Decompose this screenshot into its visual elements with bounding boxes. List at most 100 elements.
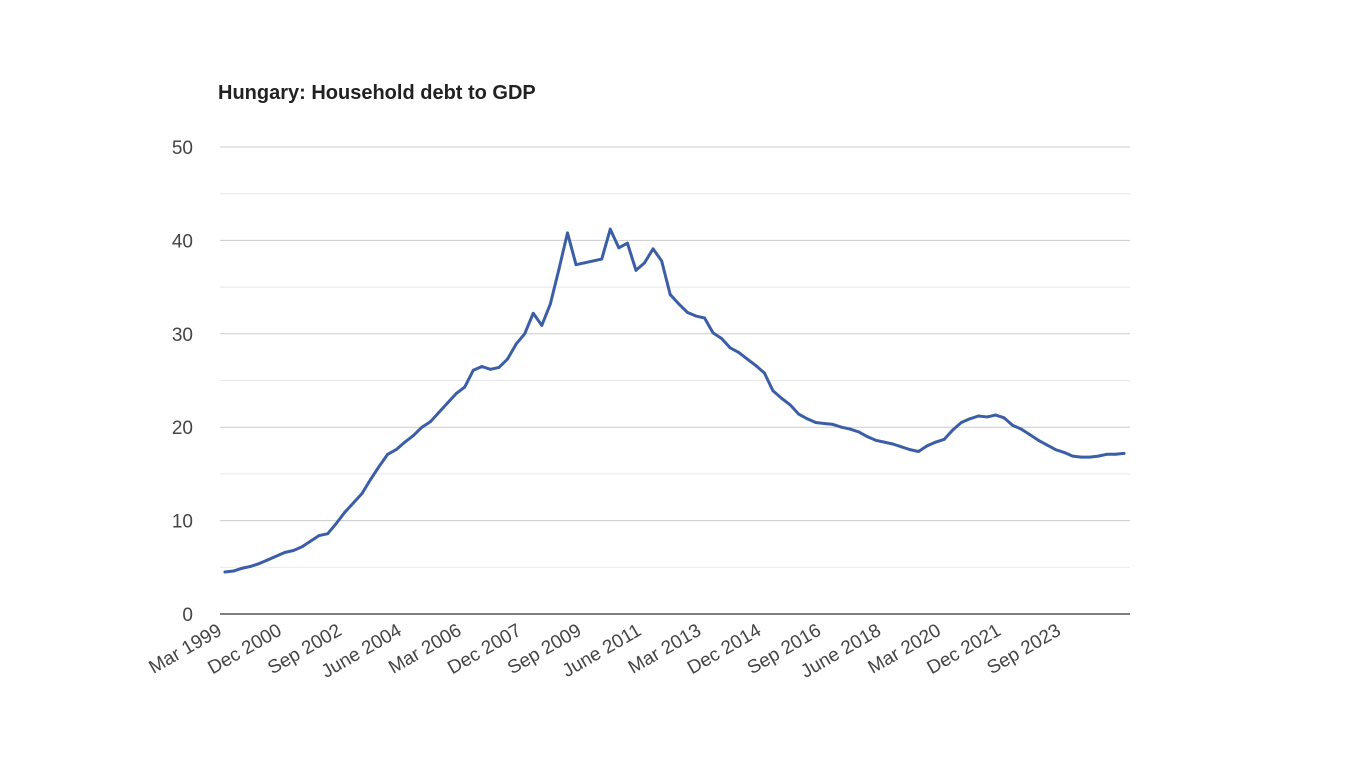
- data-point: [763, 371, 766, 375]
- data-point: [1122, 451, 1126, 455]
- data-point: [608, 227, 612, 231]
- data-point: [489, 367, 492, 371]
- data-point: [660, 259, 664, 263]
- series-line: [223, 227, 1126, 574]
- data-point: [514, 342, 518, 346]
- data-point: [994, 413, 997, 417]
- data-point: [506, 357, 509, 361]
- data-point: [352, 501, 355, 505]
- data-point: [899, 445, 903, 449]
- data-point: [1079, 455, 1083, 459]
- data-point: [266, 558, 270, 562]
- data-point: [309, 539, 313, 543]
- data-point: [908, 448, 912, 452]
- data-point: [454, 392, 458, 395]
- y-axis-ticks: 0 10 20 30 40 50: [172, 138, 193, 626]
- chart-title: Hungary: Household debt to GDP: [218, 82, 536, 104]
- data-point: [232, 569, 235, 573]
- data-point: [531, 311, 535, 315]
- data-point: [942, 437, 946, 441]
- data-point: [274, 554, 278, 558]
- data-point: [951, 428, 955, 432]
- data-point: [643, 261, 646, 265]
- data-point: [420, 425, 424, 429]
- data-point: [617, 246, 621, 250]
- data-point: [317, 534, 321, 537]
- data-point: [369, 478, 372, 481]
- data-point: [300, 545, 304, 549]
- data-point: [343, 510, 347, 514]
- data-point: [1054, 448, 1057, 452]
- data-point: [651, 247, 655, 251]
- data-point: [1028, 433, 1032, 437]
- data-point: [1011, 423, 1015, 427]
- data-point: [754, 364, 758, 367]
- data-point: [925, 444, 929, 448]
- data-point: [959, 421, 963, 424]
- data-point: [1019, 427, 1023, 431]
- data-point: [257, 562, 261, 565]
- data-point: [822, 422, 826, 425]
- data-point: [917, 450, 920, 453]
- data-point: [720, 337, 723, 340]
- y-tick-label: 30: [172, 325, 193, 346]
- data-point: [497, 366, 501, 369]
- data-point: [728, 346, 732, 350]
- data-point: [540, 323, 544, 327]
- data-point: [523, 332, 527, 336]
- data-point: [557, 267, 561, 271]
- data-point: [668, 293, 672, 296]
- data-point: [977, 414, 980, 418]
- data-point: [292, 549, 295, 552]
- data-point: [677, 302, 681, 306]
- data-point: [703, 316, 706, 320]
- data-point: [737, 351, 741, 354]
- data-point: [857, 430, 860, 434]
- data-point: [394, 448, 398, 452]
- data-point: [865, 435, 869, 438]
- y-tick-label: 10: [172, 512, 193, 533]
- data-point: [283, 550, 287, 554]
- data-point: [1045, 443, 1049, 447]
- data-point: [1096, 454, 1100, 458]
- data-point: [223, 570, 227, 574]
- data-point: [403, 440, 407, 444]
- data-point: [840, 425, 843, 429]
- data-point: [1088, 455, 1092, 459]
- series-group: [223, 227, 1126, 574]
- data-point: [591, 259, 595, 263]
- y-tick-label: 40: [172, 231, 193, 252]
- data-point: [437, 410, 441, 414]
- data-point: [634, 268, 638, 272]
- data-point: [882, 440, 886, 444]
- data-point: [1105, 452, 1109, 456]
- data-point: [1114, 452, 1117, 456]
- data-point: [1071, 454, 1075, 458]
- data-point: [626, 241, 629, 245]
- data-point: [566, 231, 569, 235]
- y-tick-label: 0: [182, 605, 193, 626]
- data-point: [685, 310, 689, 314]
- data-point: [968, 417, 972, 421]
- data-point: [780, 396, 783, 400]
- data-point: [891, 442, 895, 446]
- data-point: [240, 566, 244, 570]
- data-point: [249, 564, 253, 568]
- y-tick-label: 20: [172, 418, 193, 439]
- data-point: [480, 365, 484, 368]
- data-point: [788, 403, 792, 407]
- data-point: [831, 422, 835, 426]
- data-point: [334, 522, 338, 525]
- data-point: [771, 389, 775, 393]
- data-point: [848, 427, 852, 431]
- data-point: [985, 415, 989, 419]
- data-point: [711, 331, 715, 335]
- data-point: [583, 261, 586, 265]
- data-point: [471, 368, 475, 372]
- data-point: [814, 421, 818, 424]
- data-point: [463, 385, 467, 389]
- data-point: [874, 438, 878, 442]
- data-point: [411, 434, 415, 438]
